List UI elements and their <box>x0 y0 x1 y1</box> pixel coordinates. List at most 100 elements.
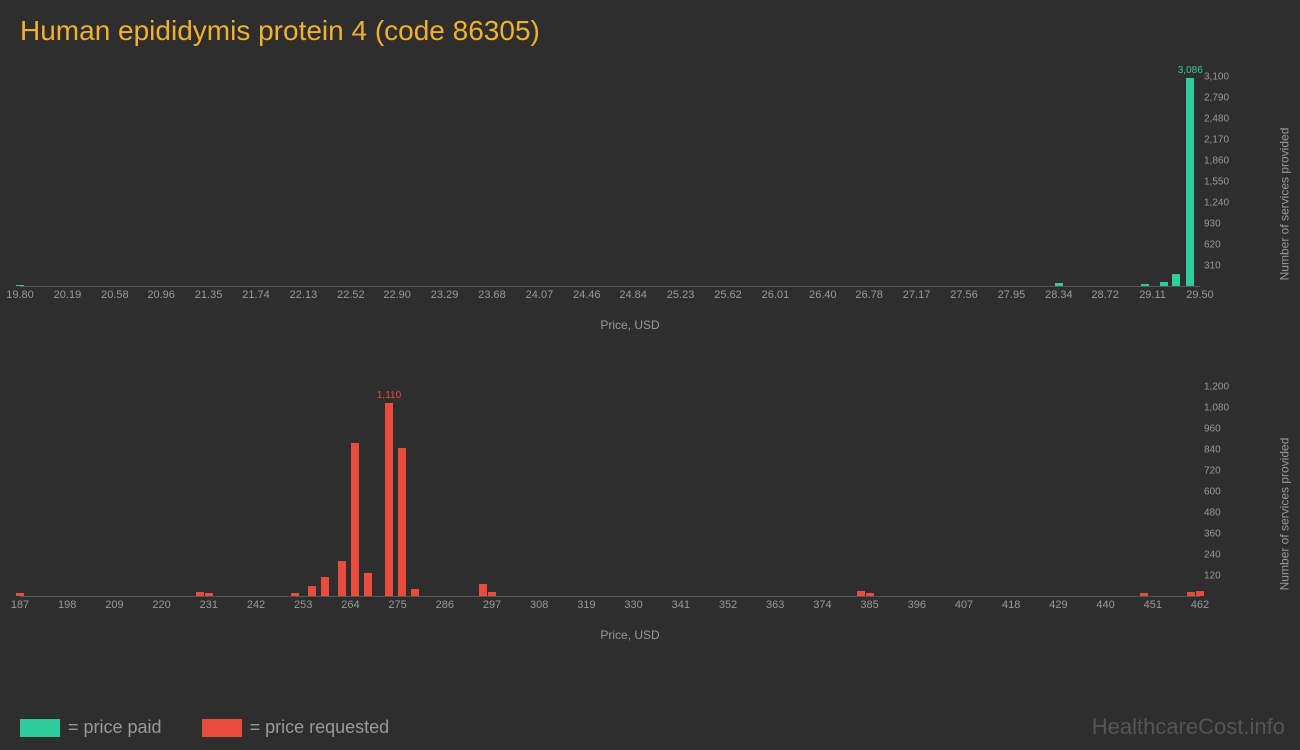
x-tick: 21.35 <box>195 289 223 301</box>
bar <box>16 285 24 286</box>
y-tick: 2,480 <box>1204 114 1229 125</box>
x-tick: 220 <box>152 599 170 611</box>
x-tick: 341 <box>672 599 690 611</box>
x-tick: 363 <box>766 599 784 611</box>
x-tick: 231 <box>200 599 218 611</box>
x-tick: 264 <box>341 599 359 611</box>
chart-requested: 1,110 1871982092202312422532642752862973… <box>20 367 1240 647</box>
legend-label-requested: = price requested <box>250 717 390 738</box>
bar <box>857 591 865 596</box>
legend-item-paid: = price paid <box>20 717 162 738</box>
x-tick: 26.40 <box>809 289 837 301</box>
watermark: HealthcareCost.info <box>1092 714 1285 740</box>
chart-title: Human epididymis protein 4 (code 86305) <box>0 0 1300 57</box>
bar <box>1186 78 1194 286</box>
x-tick: 330 <box>624 599 642 611</box>
legend-swatch-requested <box>202 719 242 737</box>
x-tick: 374 <box>813 599 831 611</box>
x-tick: 25.23 <box>667 289 695 301</box>
x-tick: 440 <box>1096 599 1114 611</box>
y-tick: 480 <box>1204 508 1221 519</box>
bar <box>291 593 299 596</box>
x-tick: 187 <box>11 599 29 611</box>
y-tick: 310 <box>1204 261 1221 272</box>
x-tick: 385 <box>860 599 878 611</box>
x-tick: 462 <box>1191 599 1209 611</box>
bar <box>479 584 487 596</box>
x-tick: 28.34 <box>1045 289 1073 301</box>
y-axis-label-requested: Number of services provided <box>1278 438 1292 591</box>
bar <box>196 592 204 596</box>
x-tick: 275 <box>388 599 406 611</box>
x-tick: 23.29 <box>431 289 459 301</box>
y-tick: 620 <box>1204 240 1221 251</box>
bar <box>385 403 393 596</box>
x-axis-label-paid: Price, USD <box>600 318 659 332</box>
bar <box>351 443 359 596</box>
y-tick: 360 <box>1204 529 1221 540</box>
x-tick: 407 <box>955 599 973 611</box>
legend: = price paid = price requested <box>20 717 389 738</box>
bar <box>338 561 346 596</box>
x-tick: 396 <box>908 599 926 611</box>
x-tick: 24.07 <box>526 289 554 301</box>
bar <box>398 448 406 596</box>
x-tick: 29.50 <box>1186 289 1214 301</box>
chart-paid: 3,086 19.8020.1920.5820.9621.3521.7422.1… <box>20 57 1240 337</box>
x-tick: 25.62 <box>714 289 742 301</box>
x-tick: 27.95 <box>998 289 1026 301</box>
bar <box>205 593 213 596</box>
bar <box>1140 593 1148 596</box>
bar <box>866 593 874 596</box>
y-tick: 1,860 <box>1204 156 1229 167</box>
x-tick: 29.11 <box>1139 289 1166 301</box>
x-tick: 26.78 <box>855 289 883 301</box>
x-tick: 20.58 <box>101 289 129 301</box>
x-tick: 418 <box>1002 599 1020 611</box>
bar <box>321 577 329 596</box>
x-tick: 19.80 <box>6 289 34 301</box>
y-tick: 1,080 <box>1204 403 1229 414</box>
y-tick: 930 <box>1204 219 1221 230</box>
x-tick: 24.46 <box>573 289 601 301</box>
bar <box>364 573 372 596</box>
y-tick: 3,100 <box>1204 72 1229 83</box>
legend-label-paid: = price paid <box>68 717 162 738</box>
y-tick: 960 <box>1204 424 1221 435</box>
x-tick: 22.90 <box>383 289 411 301</box>
y-tick: 840 <box>1204 445 1221 456</box>
y-tick: 600 <box>1204 487 1221 498</box>
y-axis-label-paid: Number of services provided <box>1278 128 1292 281</box>
bar <box>488 592 496 596</box>
x-tick: 451 <box>1144 599 1162 611</box>
legend-item-requested: = price requested <box>202 717 390 738</box>
x-tick: 253 <box>294 599 312 611</box>
x-tick: 429 <box>1049 599 1067 611</box>
bar-value-label: 3,086 <box>1178 65 1203 78</box>
bar <box>1141 284 1149 286</box>
x-tick: 27.17 <box>903 289 931 301</box>
x-tick: 20.96 <box>147 289 175 301</box>
y-tick: 120 <box>1204 571 1221 582</box>
y-tick: 1,200 <box>1204 382 1229 393</box>
x-tick: 22.13 <box>290 289 318 301</box>
bar <box>1172 274 1180 286</box>
x-tick: 242 <box>247 599 265 611</box>
x-tick: 286 <box>436 599 454 611</box>
x-tick: 352 <box>719 599 737 611</box>
x-tick: 22.52 <box>337 289 365 301</box>
x-axis-label-requested: Price, USD <box>600 628 659 642</box>
x-tick: 319 <box>577 599 595 611</box>
x-tick: 198 <box>58 599 76 611</box>
y-tick: 1,550 <box>1204 177 1229 188</box>
bar-value-label: 1,110 <box>377 390 401 403</box>
x-tick: 26.01 <box>762 289 790 301</box>
bar <box>1055 283 1063 286</box>
x-tick: 308 <box>530 599 548 611</box>
x-tick: 209 <box>105 599 123 611</box>
y-tick: 2,790 <box>1204 93 1229 104</box>
x-tick: 23.68 <box>478 289 506 301</box>
bar <box>1187 592 1195 596</box>
bar <box>1160 282 1168 286</box>
bar <box>16 593 24 596</box>
